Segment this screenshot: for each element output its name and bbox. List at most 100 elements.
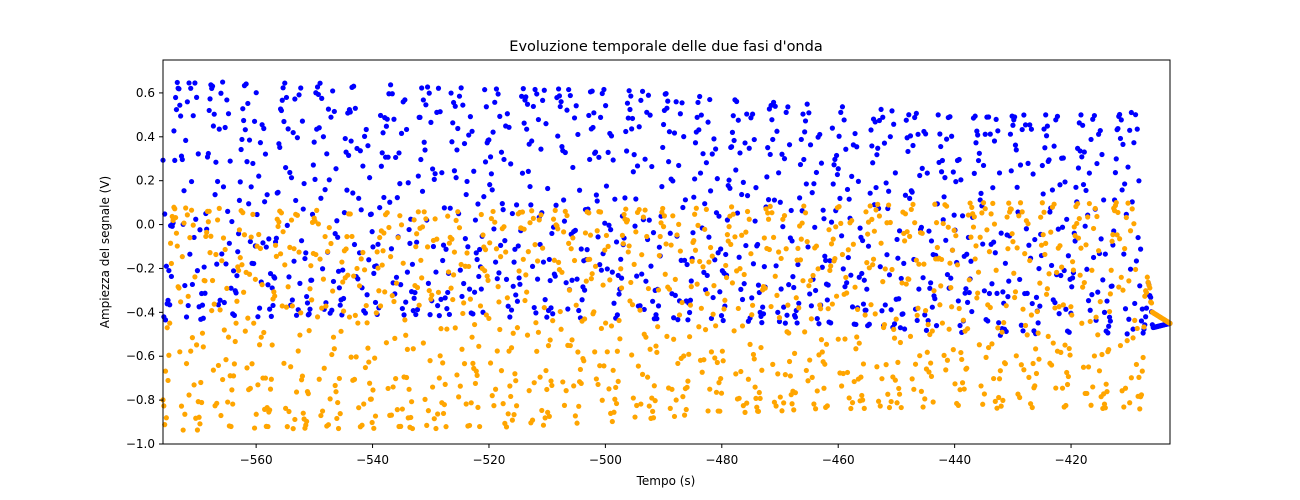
scatter-point <box>376 288 382 294</box>
scatter-point <box>870 262 876 268</box>
scatter-point <box>830 181 836 187</box>
scatter-point <box>825 306 831 312</box>
scatter-point <box>555 226 561 232</box>
scatter-point <box>1122 181 1128 187</box>
scatter-point <box>267 306 273 312</box>
scatter-point <box>568 246 574 252</box>
scatter-point <box>212 192 218 198</box>
scatter-point <box>664 333 670 339</box>
scatter-point <box>971 170 977 176</box>
scatter-point <box>879 308 885 314</box>
scatter-point <box>283 164 289 171</box>
scatter-point <box>752 384 758 390</box>
scatter-point <box>959 356 965 363</box>
scatter-point <box>288 175 295 181</box>
scatter-point <box>967 200 973 206</box>
scatter-point <box>608 323 615 329</box>
scatter-point <box>584 247 590 253</box>
scatter-point <box>381 194 387 201</box>
scatter-point <box>615 378 621 385</box>
scatter-point <box>821 385 827 391</box>
scatter-point <box>307 306 313 312</box>
scatter-point <box>238 146 244 153</box>
scatter-point <box>508 345 515 351</box>
scatter-point <box>536 217 542 223</box>
scatter-point <box>216 205 222 211</box>
scatter-point <box>403 374 410 381</box>
scatter-point <box>987 304 993 311</box>
scatter-point <box>503 424 510 430</box>
scatter-point <box>933 220 940 226</box>
scatter-point <box>992 398 998 404</box>
scatter-point <box>969 308 975 315</box>
scatter-point <box>670 213 676 219</box>
scatter-point <box>393 274 400 280</box>
scatter-point <box>461 361 468 367</box>
scatter-point <box>272 275 278 281</box>
scatter-point <box>520 86 526 92</box>
scatter-point <box>924 170 930 176</box>
scatter-point <box>176 86 182 92</box>
scatter-point <box>496 270 502 276</box>
scatter-point <box>277 251 284 257</box>
scatter-point <box>660 144 666 151</box>
scatter-point <box>729 129 736 135</box>
scatter-point <box>700 151 706 157</box>
scatter-point <box>1129 206 1135 212</box>
scatter-point <box>200 344 206 350</box>
scatter-point <box>717 408 723 414</box>
scatter-point <box>399 406 405 412</box>
scatter-point <box>440 360 446 366</box>
scatter-point <box>217 307 223 313</box>
scatter-point <box>503 249 509 255</box>
scatter-point <box>861 405 867 411</box>
scatter-point <box>807 291 813 297</box>
scatter-point <box>751 356 757 362</box>
scatter-point <box>297 332 303 338</box>
scatter-point <box>172 206 178 212</box>
scatter-point <box>409 425 416 432</box>
scatter-point <box>205 219 211 225</box>
scatter-point <box>996 320 1002 326</box>
scatter-point <box>694 281 700 287</box>
scatter-point <box>557 308 563 315</box>
scatter-point <box>325 422 332 428</box>
scatter-point <box>261 125 267 132</box>
scatter-point <box>887 134 893 140</box>
scatter-point <box>932 296 938 302</box>
scatter-point <box>236 227 243 233</box>
scatter-point <box>990 200 996 206</box>
scatter-point <box>610 367 616 373</box>
scatter-point <box>808 303 814 309</box>
scatter-point <box>587 156 593 163</box>
scatter-point <box>781 156 788 162</box>
scatter-point <box>1085 364 1092 370</box>
scatter-point <box>631 261 637 267</box>
scatter-point <box>1028 312 1035 318</box>
scatter-point <box>907 333 914 339</box>
scatter-point <box>240 106 246 112</box>
scatter-point <box>330 288 336 294</box>
scatter-point <box>603 103 609 109</box>
scatter-point <box>279 303 285 309</box>
scatter-point <box>319 266 326 272</box>
scatter-point <box>285 126 291 132</box>
scatter-point <box>468 400 474 406</box>
scatter-point <box>423 216 429 222</box>
x-axis-title: Tempo (s) <box>636 474 696 488</box>
scatter-point <box>411 217 417 223</box>
scatter-point <box>783 246 789 252</box>
scatter-point <box>956 305 962 312</box>
scatter-point <box>766 246 772 253</box>
scatter-point <box>557 103 563 110</box>
scatter-point <box>593 376 599 382</box>
scatter-point <box>248 234 254 240</box>
scatter-point <box>924 349 930 355</box>
scatter-point <box>637 307 643 313</box>
scatter-point <box>513 403 520 409</box>
scatter-point <box>995 325 1001 331</box>
scatter-point <box>698 112 704 118</box>
scatter-point <box>977 234 983 240</box>
scatter-point <box>603 232 610 239</box>
scatter-point <box>733 371 739 377</box>
